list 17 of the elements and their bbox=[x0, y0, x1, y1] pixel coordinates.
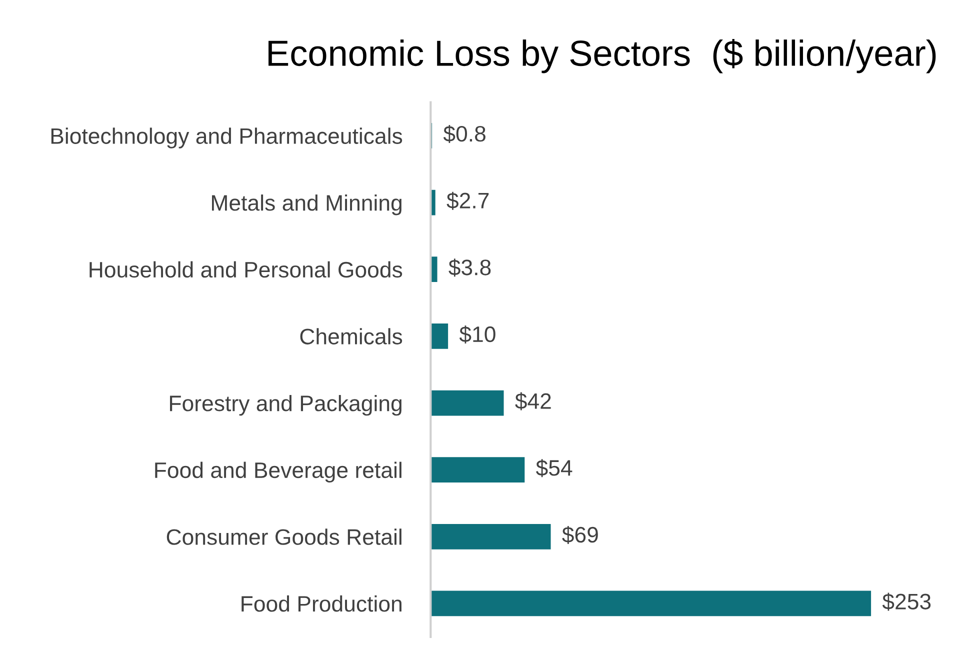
y-tick-label: Food and Beverage retail bbox=[155, 462, 402, 482]
data-label: $0.8 bbox=[443, 125, 486, 143]
data-label: $2.7 bbox=[446, 192, 489, 210]
chart-title: Economic Loss by Sectors ($ billion/year) bbox=[268, 38, 936, 74]
data-label: $3.8 bbox=[448, 258, 491, 277]
data-label: $253 bbox=[882, 592, 931, 611]
y-tick-label: Food Production bbox=[242, 595, 402, 612]
y-tick-label: Forestry and Packaging bbox=[170, 394, 402, 416]
y-tick-label: Metals and Minning bbox=[212, 194, 402, 216]
data-label: $10 bbox=[459, 325, 496, 344]
y-tick-label: Consumer Goods Retail bbox=[166, 528, 402, 545]
y-tick-label: Chemicals bbox=[300, 328, 402, 344]
data-label: $69 bbox=[562, 526, 598, 544]
data-label: $54 bbox=[536, 459, 572, 478]
y-tick-label: Biotechnology and Pharmaceuticals bbox=[51, 128, 402, 148]
y-tick-label: Household and Personal Goods bbox=[90, 261, 402, 278]
data-label: $42 bbox=[515, 392, 551, 410]
